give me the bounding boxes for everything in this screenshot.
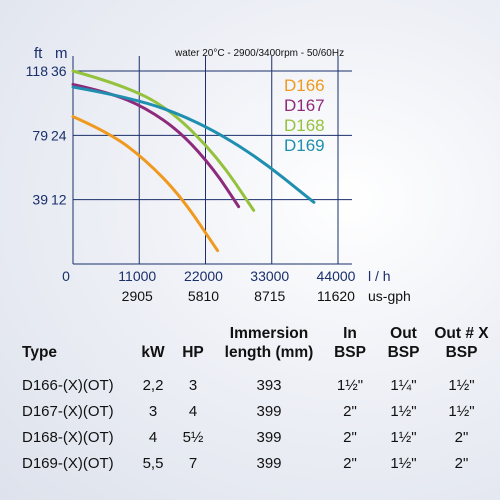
x-tick-label-gph: 11620 xyxy=(317,288,355,304)
cell-in-bsp: 2" xyxy=(343,454,357,472)
y-tick-label-m: 12 xyxy=(51,192,67,208)
header-in-bsp: In BSP xyxy=(334,325,366,361)
cell-type: D168-(X)(OT) xyxy=(22,428,114,446)
cell-in-bsp: 2" xyxy=(343,402,357,420)
cell-in-bsp: 2" xyxy=(343,428,357,446)
y-axis-unit-m: m xyxy=(55,45,68,62)
cell-out-x-bsp: 2" xyxy=(454,454,469,472)
x-tick-label-lh: 11000 xyxy=(118,268,156,284)
y-tick-label-m: 36 xyxy=(51,63,67,79)
cell-kw: 2,2 xyxy=(142,376,164,394)
cell-type: D166-(X)(OT) xyxy=(22,376,114,394)
header-out-x-bsp: Out # X BSP xyxy=(434,325,489,361)
cell-out-bsp: 1½" xyxy=(390,428,417,446)
chart-note: water 20°C - 2900/3400rpm - 50/60Hz xyxy=(174,48,344,59)
cell-kw: 5,5 xyxy=(142,454,164,472)
axis-ticks: 118 36 79 24 39 12 11000 2905 22000 5810 33000 8715… xyxy=(26,63,356,304)
x-axis-unit-lh: l / h xyxy=(368,268,391,284)
cell-in-bsp: 1½" xyxy=(336,376,364,394)
legend-d166: D166 xyxy=(284,76,325,95)
y-axis-unit-ft: ft xyxy=(34,45,43,62)
table-header-row: Type kW HP Immersion length (mm) In BSP Ou… xyxy=(22,324,492,372)
x-origin-label: 0 xyxy=(62,268,70,284)
x-tick-label-lh: 33000 xyxy=(250,268,289,284)
cell-out-x-bsp: 1½" xyxy=(448,402,475,420)
cell-hp: 7 xyxy=(188,454,198,472)
x-axis-unit-gph: us-gph xyxy=(368,288,411,304)
legend-d168: D168 xyxy=(284,116,325,135)
cell-out-bsp: 1¼" xyxy=(390,376,417,394)
y-tick-label-ft: 39 xyxy=(32,192,48,208)
header-immersion: Immersion length (mm) xyxy=(224,325,314,361)
header-type: Type xyxy=(22,344,58,361)
cell-type: D169-(X)(OT) xyxy=(22,454,114,472)
cell-immersion: 399 xyxy=(256,428,282,446)
cell-out-x-bsp: 2" xyxy=(454,428,469,446)
cell-kw: 4 xyxy=(148,428,158,446)
x-tick-label-gph: 5810 xyxy=(188,288,219,304)
cell-immersion: 399 xyxy=(256,454,282,472)
header-hp: HP xyxy=(182,344,204,361)
cell-type: D167-(X)(OT) xyxy=(22,402,114,420)
table-row: D167-(X)(OT) 3 4 399 2" 1½" 1½" xyxy=(22,398,492,424)
cell-hp: 5½ xyxy=(182,428,204,446)
legend-d167: D167 xyxy=(284,96,325,115)
y-tick-label-ft: 79 xyxy=(32,127,48,143)
cell-out-bsp: 1½" xyxy=(390,402,417,420)
cell-hp: 4 xyxy=(188,402,198,420)
table-row: D168-(X)(OT) 4 5½ 399 2" 1½" 2" xyxy=(22,424,492,450)
header-kw: kW xyxy=(141,344,165,361)
cell-hp: 3 xyxy=(188,376,198,394)
curve-d166 xyxy=(71,115,220,253)
cell-out-x-bsp: 1½" xyxy=(448,376,475,394)
legend-d169: D169 xyxy=(284,136,325,155)
curve-d168 xyxy=(71,69,256,212)
performance-curves xyxy=(71,69,316,253)
cell-immersion: 399 xyxy=(256,402,282,420)
x-tick-label-lh: 22000 xyxy=(184,268,223,284)
y-tick-label-ft: 118 xyxy=(26,63,49,79)
x-tick-label-gph: 8715 xyxy=(254,288,285,304)
cell-immersion: 393 xyxy=(256,376,282,394)
cell-out-bsp: 1½" xyxy=(390,454,417,472)
pump-spec-table: Type kW HP Immersion length (mm) In BSP Ou… xyxy=(22,324,492,476)
table-row: D169-(X)(OT) 5,5 7 399 2" 1½" 2" xyxy=(22,450,492,476)
pump-performance-chart: 118 36 79 24 39 12 11000 2905 22000 5810 33000 8715… xyxy=(26,45,411,304)
cell-kw: 3 xyxy=(148,402,158,420)
y-tick-label-m: 24 xyxy=(51,127,67,143)
curve-d169 xyxy=(71,85,316,204)
x-tick-label-gph: 2905 xyxy=(122,288,153,304)
x-tick-label-lh: 44000 xyxy=(317,268,356,284)
table-row: D166-(X)(OT) 2,2 3 393 1½" 1¼" 1½" xyxy=(22,372,492,398)
header-out-bsp: Out BSP xyxy=(387,325,420,361)
